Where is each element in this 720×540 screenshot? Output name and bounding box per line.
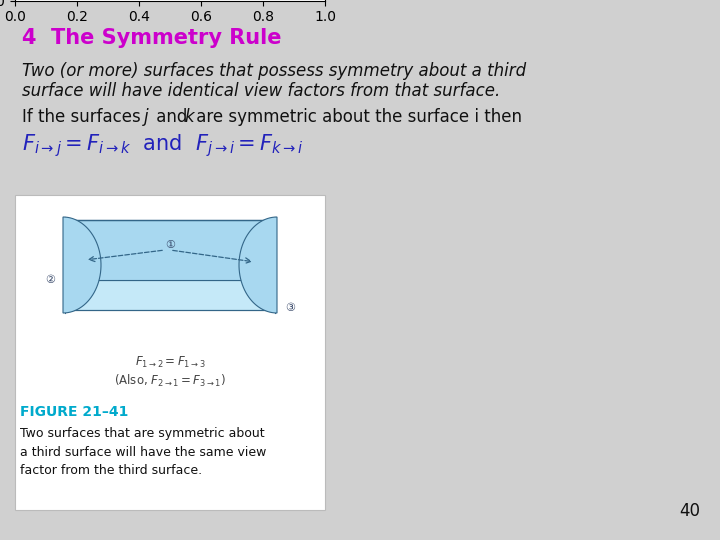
Text: j: j xyxy=(144,108,148,126)
Text: surface will have identical view factors from that surface.: surface will have identical view factors… xyxy=(22,82,500,100)
Text: FIGURE 21–41: FIGURE 21–41 xyxy=(20,405,128,419)
Polygon shape xyxy=(65,220,275,280)
Text: $F_{i\rightarrow j} = F_{i\rightarrow k}$  and  $F_{j\rightarrow i} = F_{k\right: $F_{i\rightarrow j} = F_{i\rightarrow k}… xyxy=(22,132,304,159)
Text: Two (or more) surfaces that possess symmetry about a third: Two (or more) surfaces that possess symm… xyxy=(22,62,526,80)
Text: 40: 40 xyxy=(679,502,700,520)
Text: ③: ③ xyxy=(285,303,295,313)
Text: If the surfaces: If the surfaces xyxy=(22,108,146,126)
Text: $F_{1\rightarrow 2} = F_{1\rightarrow 3}$: $F_{1\rightarrow 2} = F_{1\rightarrow 3}… xyxy=(135,355,205,370)
Polygon shape xyxy=(239,217,277,313)
Text: (Also, $F_{2\rightarrow 1} = F_{3\rightarrow 1}$): (Also, $F_{2\rightarrow 1} = F_{3\righta… xyxy=(114,373,226,389)
Polygon shape xyxy=(65,280,275,310)
Text: are symmetric about the surface i then: are symmetric about the surface i then xyxy=(191,108,522,126)
Text: ②: ② xyxy=(45,275,55,285)
FancyBboxPatch shape xyxy=(15,195,325,510)
Text: k: k xyxy=(184,108,194,126)
Text: 4  The Symmetry Rule: 4 The Symmetry Rule xyxy=(22,28,282,48)
Text: and: and xyxy=(151,108,193,126)
Text: ①: ① xyxy=(165,240,175,250)
Text: Two surfaces that are symmetric about
a third surface will have the same view
fa: Two surfaces that are symmetric about a … xyxy=(20,427,266,477)
Polygon shape xyxy=(63,217,101,313)
